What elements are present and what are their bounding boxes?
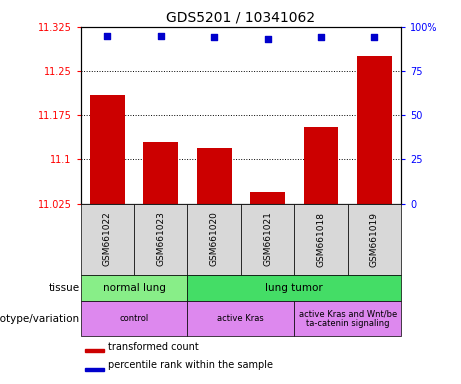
Text: GSM661020: GSM661020	[210, 212, 219, 266]
Text: GSM661019: GSM661019	[370, 212, 379, 266]
Point	[157, 33, 165, 39]
Bar	[188, 301, 294, 336]
Bar	[188, 275, 401, 301]
Text: lung tumor: lung tumor	[266, 283, 323, 293]
Bar	[357, 56, 392, 204]
Bar	[294, 204, 348, 275]
Bar	[134, 204, 188, 275]
Bar	[197, 147, 231, 204]
Text: percentile rank within the sample: percentile rank within the sample	[108, 360, 273, 370]
Text: transformed count: transformed count	[108, 342, 199, 352]
Bar	[90, 94, 125, 204]
Bar	[348, 204, 401, 275]
Point	[211, 35, 218, 41]
Text: GSM661018: GSM661018	[316, 212, 325, 266]
Text: control: control	[119, 314, 149, 323]
Bar	[294, 301, 401, 336]
Text: tissue: tissue	[48, 283, 80, 293]
Text: GSM661022: GSM661022	[103, 212, 112, 266]
Bar	[143, 142, 178, 204]
Point	[104, 33, 111, 39]
Bar	[188, 204, 241, 275]
Text: genotype/variation: genotype/variation	[0, 314, 80, 324]
Bar	[81, 204, 134, 275]
Point	[371, 35, 378, 41]
Text: GSM661021: GSM661021	[263, 212, 272, 266]
Point	[264, 36, 271, 42]
Point	[317, 35, 325, 41]
Text: GSM661023: GSM661023	[156, 212, 165, 266]
Bar	[81, 301, 188, 336]
Bar	[241, 204, 294, 275]
Title: GDS5201 / 10341062: GDS5201 / 10341062	[166, 10, 315, 24]
Bar	[304, 127, 338, 204]
Text: active Kras: active Kras	[218, 314, 264, 323]
Bar	[81, 275, 188, 301]
Bar	[85, 349, 104, 352]
Bar	[85, 368, 104, 371]
Text: normal lung: normal lung	[103, 283, 165, 293]
Text: active Kras and Wnt/be
ta-catenin signaling: active Kras and Wnt/be ta-catenin signal…	[299, 309, 397, 328]
Bar	[250, 192, 285, 204]
